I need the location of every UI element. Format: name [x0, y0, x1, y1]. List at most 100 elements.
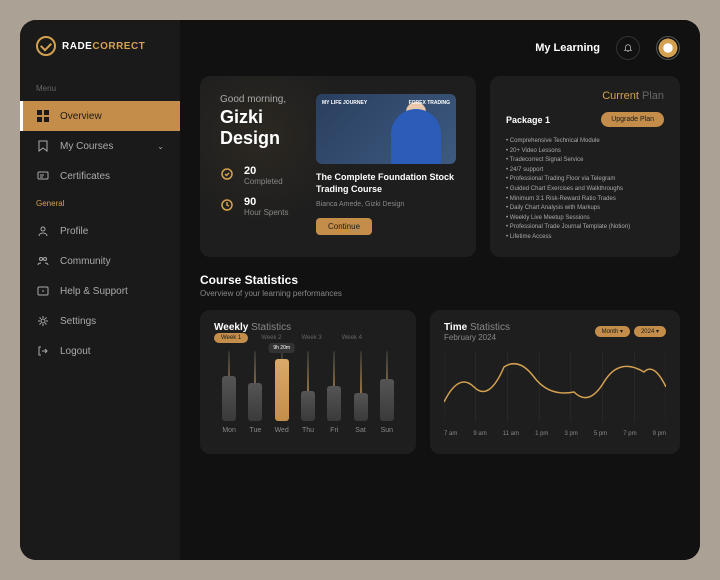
- stat-hours: 90Hour Spents: [220, 196, 296, 217]
- sidebar-item-label: Certificates: [60, 171, 110, 182]
- plan-feature: Lifetime Access: [506, 233, 664, 243]
- notifications-button[interactable]: [616, 36, 640, 60]
- sidebar-item-mycourses[interactable]: My Courses ⌄: [20, 131, 180, 161]
- line-svg: [444, 352, 666, 422]
- course-title: The Complete Foundation Stock Trading Co…: [316, 172, 456, 195]
- bar-label: Wed: [275, 427, 289, 434]
- bar-fill[interactable]: [380, 379, 394, 421]
- course-thumbnail[interactable]: MY LIFE JOURNEY FOREX TRADING: [316, 94, 456, 164]
- x-label: 7 pm: [623, 431, 636, 437]
- username: Gizki Design: [220, 107, 296, 149]
- stat-label: Completed: [244, 177, 283, 186]
- plan-feature: Professional Trading Floor via Telegram: [506, 175, 664, 185]
- sidebar-item-profile[interactable]: Profile: [20, 216, 180, 246]
- logo-icon: [36, 36, 56, 56]
- x-label: 7 am: [444, 431, 457, 437]
- clock-icon: [220, 198, 234, 212]
- bar-col: Fri: [321, 351, 347, 441]
- hero-course: MY LIFE JOURNEY FOREX TRADING The Comple…: [316, 94, 456, 239]
- week-pill[interactable]: Week 3: [294, 333, 328, 343]
- course-author: Bianca Amede, Gizki Design: [316, 201, 456, 208]
- x-label: 1 pm: [535, 431, 548, 437]
- hero-row: Good morning, Gizki Design 20Completed 9…: [200, 76, 680, 257]
- x-label: 5 pm: [594, 431, 607, 437]
- bar-col: Thu: [295, 351, 321, 441]
- check-icon: [220, 167, 234, 181]
- bar-chart: Mon Tue 9h 20m Wed Thu Fri Sat Sun: [214, 351, 402, 441]
- bar-fill[interactable]: 9h 20m: [275, 359, 289, 421]
- bar-label: Sun: [381, 427, 393, 434]
- stats-title: Course Statistics: [200, 273, 680, 287]
- sidebar-item-label: Community: [60, 256, 111, 267]
- plan-feature: Professional Trade Journal Template (Not…: [506, 223, 664, 233]
- continue-button[interactable]: Continue: [316, 218, 372, 235]
- bar-fill[interactable]: [301, 391, 315, 421]
- week-pill[interactable]: Week 1: [214, 333, 248, 343]
- x-label: 9 pm: [653, 431, 666, 437]
- general-section-label: General: [20, 199, 180, 208]
- time-x-labels: 7 am 9 am 11 am 1 pm 3 pm 5 pm 7 pm 9 pm: [444, 431, 666, 437]
- plan-feature: Daily Chart Analysis with Markups: [506, 204, 664, 214]
- filter-pill[interactable]: 2024 ▾: [634, 326, 666, 337]
- avatar[interactable]: [656, 36, 680, 60]
- x-label: 11 am: [503, 431, 519, 437]
- header: My Learning: [200, 36, 680, 60]
- hero-card: Good morning, Gizki Design 20Completed 9…: [200, 76, 476, 257]
- gear-icon: [36, 314, 50, 328]
- sidebar-item-certificates[interactable]: Certificates: [20, 161, 180, 191]
- plan-package: Package 1: [506, 115, 550, 125]
- stats-header: Course Statistics Overview of your learn…: [200, 273, 680, 298]
- stats-subtitle: Overview of your learning performances: [200, 289, 680, 298]
- bar-label: Sat: [355, 427, 366, 434]
- logo[interactable]: RADECORRECT: [20, 36, 180, 56]
- sidebar-item-settings[interactable]: Settings: [20, 306, 180, 336]
- plan-feature: Comprehensive Technical Module: [506, 137, 664, 147]
- bar-label: Fri: [330, 427, 338, 434]
- bar-col: Tue: [242, 351, 268, 441]
- bar-track: [333, 351, 335, 421]
- bar-col: 9h 20m Wed: [269, 351, 295, 441]
- time-chart-card: Time Statistics February 2024 Month ▾202…: [430, 310, 680, 454]
- sidebar-item-community[interactable]: Community: [20, 246, 180, 276]
- bookmark-icon: [36, 139, 50, 153]
- bar-fill[interactable]: [222, 376, 236, 421]
- sidebar-item-logout[interactable]: Logout: [20, 336, 180, 366]
- bar-fill[interactable]: [354, 393, 368, 421]
- bar-fill[interactable]: [248, 383, 262, 421]
- header-title[interactable]: My Learning: [535, 42, 600, 54]
- plan-feature: Weekly Live Meetup Sessions: [506, 214, 664, 224]
- plan-feature: Minimum 3:1 Risk-Reward Ratio Trades: [506, 195, 664, 205]
- users-icon: [36, 254, 50, 268]
- stat-value: 90: [244, 196, 288, 208]
- x-label: 3 pm: [564, 431, 577, 437]
- menu-section-label: Menu: [20, 84, 180, 93]
- bar-label: Mon: [222, 427, 236, 434]
- plan-feature: Guided Chart Exercises and Walkthroughs: [506, 185, 664, 195]
- upgrade-button[interactable]: Upgrade Plan: [601, 112, 664, 127]
- plan-feature: Tradecorrect Signal Service: [506, 156, 664, 166]
- bar-label: Tue: [250, 427, 262, 434]
- bar-fill[interactable]: [327, 386, 341, 421]
- plan-card: Current Plan Package 1 Upgrade Plan Comp…: [490, 76, 680, 257]
- x-label: 9 am: [473, 431, 486, 437]
- bar-track: [307, 351, 309, 421]
- filter-pill[interactable]: Month ▾: [595, 326, 630, 337]
- sidebar-item-help[interactable]: Help & Support: [20, 276, 180, 306]
- sidebar-item-label: Profile: [60, 226, 88, 237]
- grid-icon: [36, 109, 50, 123]
- bar-track: [386, 351, 388, 421]
- bar-track: [360, 351, 362, 421]
- week-pill[interactable]: Week 2: [254, 333, 288, 343]
- thumb-text-right: FOREX TRADING: [409, 100, 450, 106]
- bar-label: Thu: [302, 427, 314, 434]
- logout-icon: [36, 344, 50, 358]
- app-window: RADECORRECT Menu Overview My Courses ⌄ C…: [20, 20, 700, 560]
- sidebar-item-label: My Courses: [60, 141, 113, 152]
- hero-left: Good morning, Gizki Design 20Completed 9…: [220, 94, 296, 239]
- help-icon: [36, 284, 50, 298]
- plan-title: Current Plan: [506, 90, 664, 102]
- sidebar-item-overview[interactable]: Overview: [20, 101, 180, 131]
- sidebar-item-label: Logout: [60, 346, 91, 357]
- bar-col: Mon: [216, 351, 242, 441]
- week-pill[interactable]: Week 4: [335, 333, 369, 343]
